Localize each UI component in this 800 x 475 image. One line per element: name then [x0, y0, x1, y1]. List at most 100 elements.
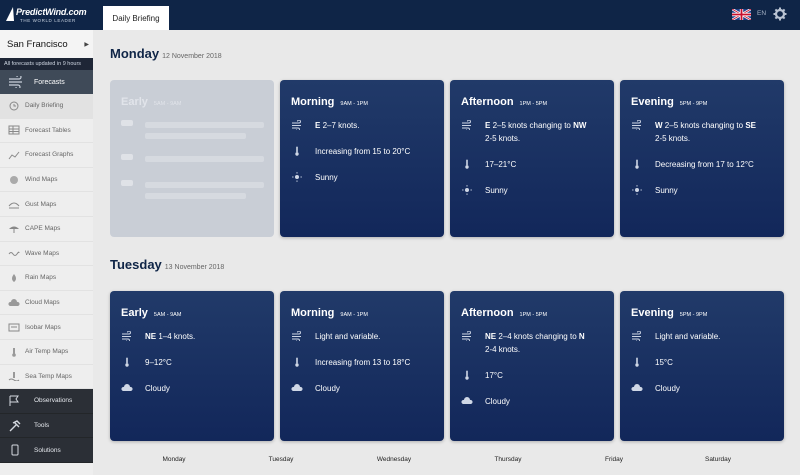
placeholder-bar — [145, 156, 264, 162]
thermometer-icon — [295, 146, 299, 156]
sidebar-item-label: Isobar Maps — [25, 323, 61, 331]
period-name: Early — [121, 96, 148, 108]
sidebar-item-label: Rain Maps — [25, 274, 57, 282]
forecast-card-afternoon[interactable]: Afternoon 1PM - 5PM NE 2–4 knots changing … — [450, 291, 614, 441]
sky-text: Sunny — [655, 186, 678, 195]
table-icon — [8, 125, 20, 135]
wind-direction-2: N — [578, 332, 585, 341]
period-name: Early — [121, 307, 148, 319]
sidebar-item-tools[interactable]: Tools — [0, 413, 93, 439]
wind-detail: 2–5 knots changing to — [664, 121, 744, 130]
placeholder-icon — [121, 154, 133, 160]
wind-detail: 2–4 knots changing to — [498, 332, 577, 341]
sidebar-item-cape-maps[interactable]: CAPE Maps — [0, 216, 93, 242]
temperature-text: Decreasing from 17 to 12°C — [655, 160, 754, 169]
temperature-text: 17°C — [485, 371, 503, 380]
sidebar-item-forecasts[interactable]: Forecasts — [0, 70, 93, 94]
forecast-card-morning[interactable]: Morning 9AM - 1PM E 2–7 knots. Increasing f… — [280, 80, 444, 237]
sky-row: Cloudy — [121, 382, 264, 395]
thermometer-icon — [635, 357, 639, 367]
card-header: Morning 9AM - 1PM — [291, 96, 434, 108]
sidebar-item-gust-maps[interactable]: Gust Maps — [0, 192, 93, 217]
sidebar-item-label: Daily Briefing — [25, 102, 64, 110]
chevron-right-icon: ▶ — [84, 41, 89, 48]
thermometer-icon — [635, 159, 639, 169]
day-date: 13 November 2018 — [164, 264, 225, 271]
thermometer-icon — [465, 370, 469, 380]
temperature-text: 9–12°C — [145, 358, 172, 367]
umbrella-icon — [9, 226, 19, 233]
location-name: San Francisco — [7, 38, 68, 50]
period-time: 5AM - 9AM — [153, 101, 182, 107]
period-time: 9AM - 1PM — [340, 101, 368, 107]
hammer-icon — [9, 419, 21, 432]
tab-daily-briefing[interactable]: Daily Briefing — [103, 6, 169, 30]
placeholder-row — [121, 179, 264, 199]
sky-text: Cloudy — [655, 384, 680, 393]
weekday-monday[interactable]: Monday — [162, 456, 186, 463]
sidebar-item-label: Wind Maps — [25, 176, 58, 184]
forecast-card-early[interactable]: Early 5AM - 9AM NE 1–4 knots. 9–12°C Cloudy — [110, 291, 274, 441]
uk-flag-icon[interactable] — [732, 9, 751, 20]
forecast-card-evening[interactable]: Evening 5PM - 9PM Light and variable. 15°C C… — [620, 291, 784, 441]
sky-row: Cloudy — [291, 382, 434, 395]
wind-icon — [632, 120, 641, 130]
forecast-card-afternoon[interactable]: Afternoon 1PM - 5PM E 2–5 knots changing t… — [450, 80, 614, 237]
wind-row: NE 1–4 knots. — [121, 330, 264, 343]
wind-direction-2: SE — [745, 121, 756, 130]
cloud-icon — [291, 384, 303, 391]
logo[interactable]: PredictWind.com THE WORLD LEADER — [0, 0, 93, 30]
sidebar-item-label: Sea Temp Maps — [25, 372, 72, 380]
sidebar-item-label: Solutions — [34, 446, 61, 454]
period-name: Afternoon — [461, 96, 514, 108]
period-time: 9AM - 1PM — [340, 312, 368, 318]
language-label[interactable]: EN — [757, 10, 767, 17]
sidebar-item-forecast-tables[interactable]: Forecast Tables — [0, 118, 93, 144]
placeholder-bar — [145, 182, 264, 188]
sky-text: Cloudy — [485, 397, 510, 406]
card-header: Evening 5PM - 9PM — [631, 96, 774, 108]
weekday-saturday[interactable]: Saturday — [704, 456, 732, 463]
graph-icon — [8, 151, 20, 160]
sky-row: Cloudy — [631, 382, 774, 395]
sidebar-item-sea-temp-maps[interactable]: Sea Temp Maps — [0, 364, 93, 390]
wind-detail: 2–7 knots. — [322, 121, 360, 130]
gear-icon[interactable] — [773, 7, 787, 21]
sidebar-item-forecast-graphs[interactable]: Forecast Graphs — [0, 143, 93, 168]
location-selector[interactable]: San Francisco ▶ — [0, 30, 93, 58]
wind-direction: E — [315, 121, 321, 130]
logo-sail-icon — [6, 7, 14, 21]
wind-row: Light and variable. — [631, 330, 774, 343]
wind-detail: 2–5 knots changing to — [492, 121, 571, 130]
placeholder-row — [121, 153, 264, 162]
wind-direction: NE — [485, 332, 497, 341]
sidebar-item-air-temp-maps[interactable]: Air Temp Maps — [0, 339, 93, 365]
sky-row: Sunny — [631, 184, 774, 197]
card-header: Morning 9AM - 1PM — [291, 307, 434, 319]
weekday-wednesday[interactable]: Wednesday — [376, 456, 412, 463]
wind-detail: Light and variable. — [315, 332, 381, 341]
sidebar-item-cloud-maps[interactable]: Cloud Maps — [0, 290, 93, 316]
temperature-text: Increasing from 15 to 20°C — [315, 147, 411, 156]
sidebar-item-isobar-maps[interactable]: Isobar Maps — [0, 315, 93, 340]
day-heading-monday: Monday 12 November 2018 — [110, 46, 222, 61]
wind-row: NE 2–4 knots changing to N 2-4 knots. — [461, 330, 604, 356]
period-time: 1PM - 5PM — [519, 101, 548, 107]
sidebar-item-wave-maps[interactable]: Wave Maps — [0, 241, 93, 267]
forecast-card-early[interactable]: Early 5AM - 9AM — [110, 80, 274, 237]
weekday-friday[interactable]: Friday — [604, 456, 624, 463]
period-name: Evening — [631, 96, 674, 108]
weekday-thursday[interactable]: Thursday — [494, 456, 522, 463]
sidebar-item-wind-maps[interactable]: Wind Maps — [0, 167, 93, 193]
weekday-tuesday[interactable]: Tuesday — [268, 456, 294, 463]
rain-icon — [12, 273, 16, 282]
sidebar-item-rain-maps[interactable]: Rain Maps — [0, 266, 93, 291]
forecast-card-evening[interactable]: Evening 5PM - 9PM W 2–5 knots changing to … — [620, 80, 784, 237]
card-header: Early 5AM - 9AM — [121, 96, 264, 108]
forecast-card-morning[interactable]: Morning 9AM - 1PM Light and variable. Incre… — [280, 291, 444, 441]
sidebar-item-daily-briefing[interactable]: Daily Briefing — [0, 94, 93, 119]
sidebar-item-solutions[interactable]: Solutions — [0, 438, 93, 463]
sidebar-item-observations[interactable]: Observations — [0, 389, 93, 414]
day-name: Monday — [110, 46, 160, 61]
card-header: Early 5AM - 9AM — [121, 307, 264, 319]
